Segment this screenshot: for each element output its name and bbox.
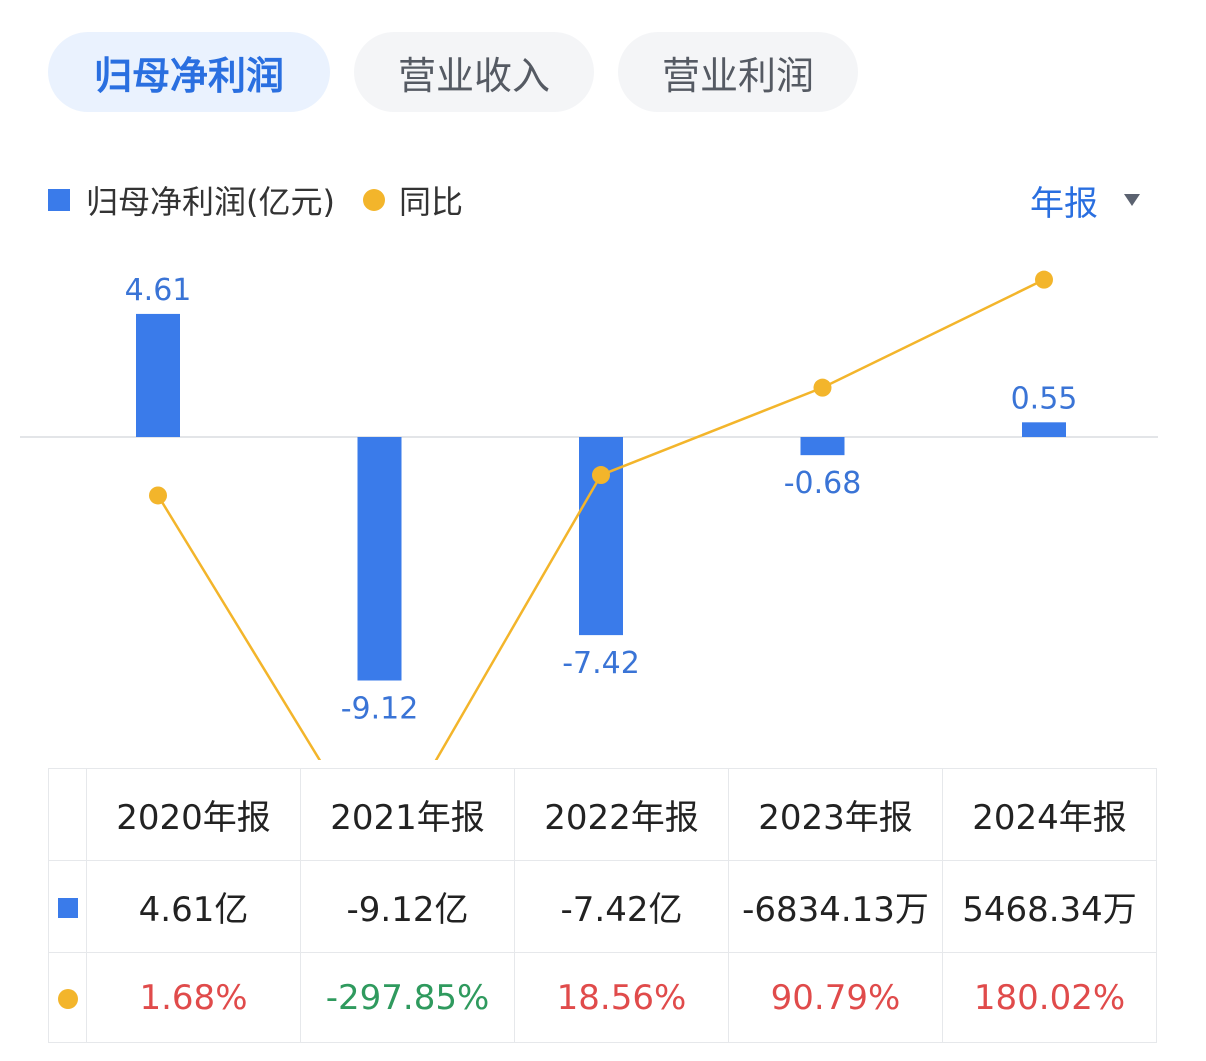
- bar-value-label: 4.61: [125, 273, 192, 308]
- chart-legend: 归母净利润(亿元) 同比: [48, 176, 463, 224]
- yoy-point-2020年报: [149, 486, 167, 505]
- period-select-value: 年报: [1030, 183, 1098, 224]
- tab-operating-revenue[interactable]: 营业收入: [354, 32, 594, 112]
- table-row-net-profit: 4.61亿 -9.12亿 -7.42亿 -6834.13万 5468.34万: [48, 860, 1157, 953]
- table-header-cell: 2021年报: [300, 768, 515, 861]
- profit-chart: 4.61 -9.12 -7.42 -0.68 0.55: [20, 270, 1158, 760]
- table-row-yoy: 1.68% -297.85% 18.56% 90.79% 180.02%: [48, 952, 1157, 1043]
- line-series-marker: [57, 988, 78, 1009]
- table-cell-yoy: 180.02%: [942, 952, 1157, 1043]
- table-cell-yoy: 1.68%: [86, 952, 301, 1043]
- data-table: 2020年报 2021年报 2022年报 2023年报 2024年报 4.61亿…: [48, 768, 1157, 1043]
- bar-value-label: 0.55: [1011, 381, 1078, 416]
- tab-net-profit-attributable[interactable]: 归母净利润: [48, 32, 330, 112]
- table-header-cell: 2024年报: [942, 768, 1157, 861]
- yoy-point-2024年报: [1035, 270, 1053, 289]
- table-cell-value: 5468.34万: [942, 860, 1157, 953]
- period-select[interactable]: 年报: [1030, 176, 1140, 224]
- table-cell-yoy: 90.79%: [728, 952, 943, 1043]
- bar-2023年报: [800, 437, 845, 456]
- yoy-point-2022年报: [592, 466, 610, 485]
- yoy-point-2023年报: [813, 378, 832, 397]
- tab-operating-profit[interactable]: 营业利润: [618, 32, 858, 112]
- table-cell-value: -7.42亿: [514, 860, 729, 953]
- table-header-cell: 2022年报: [514, 768, 729, 861]
- bar-2020年报: [136, 313, 180, 437]
- table-cell-value: -9.12亿: [300, 860, 515, 953]
- bar-value-label: -9.12: [341, 692, 419, 727]
- caret-down-icon: [1124, 194, 1140, 206]
- table-cell-yoy: -297.85%: [300, 952, 515, 1043]
- table-cell-value: 4.61亿: [86, 860, 301, 953]
- bar-legend-marker: [48, 189, 70, 211]
- bar-series-marker: [57, 897, 78, 918]
- table-header-cell: 2023年报: [728, 768, 943, 861]
- table-row-marker-cell: [48, 860, 87, 953]
- table-corner-cell: [48, 768, 87, 861]
- table-header-cell: 2020年报: [86, 768, 301, 861]
- bar-2024年报: [1022, 422, 1066, 437]
- bar-value-label: -0.68: [784, 466, 862, 501]
- table-header-row: 2020年报 2021年报 2022年报 2023年报 2024年报: [48, 768, 1157, 861]
- line-legend-label: 同比: [398, 183, 463, 221]
- table-cell-yoy: 18.56%: [514, 952, 729, 1043]
- bar-value-label: -7.42: [562, 646, 640, 681]
- bar-legend-label: 归母净利润(亿元): [86, 183, 335, 221]
- bar-2021年报: [357, 437, 402, 681]
- table-cell-value: -6834.13万: [728, 860, 943, 953]
- line-legend-marker: [362, 189, 385, 211]
- table-row-marker-cell: [48, 952, 87, 1043]
